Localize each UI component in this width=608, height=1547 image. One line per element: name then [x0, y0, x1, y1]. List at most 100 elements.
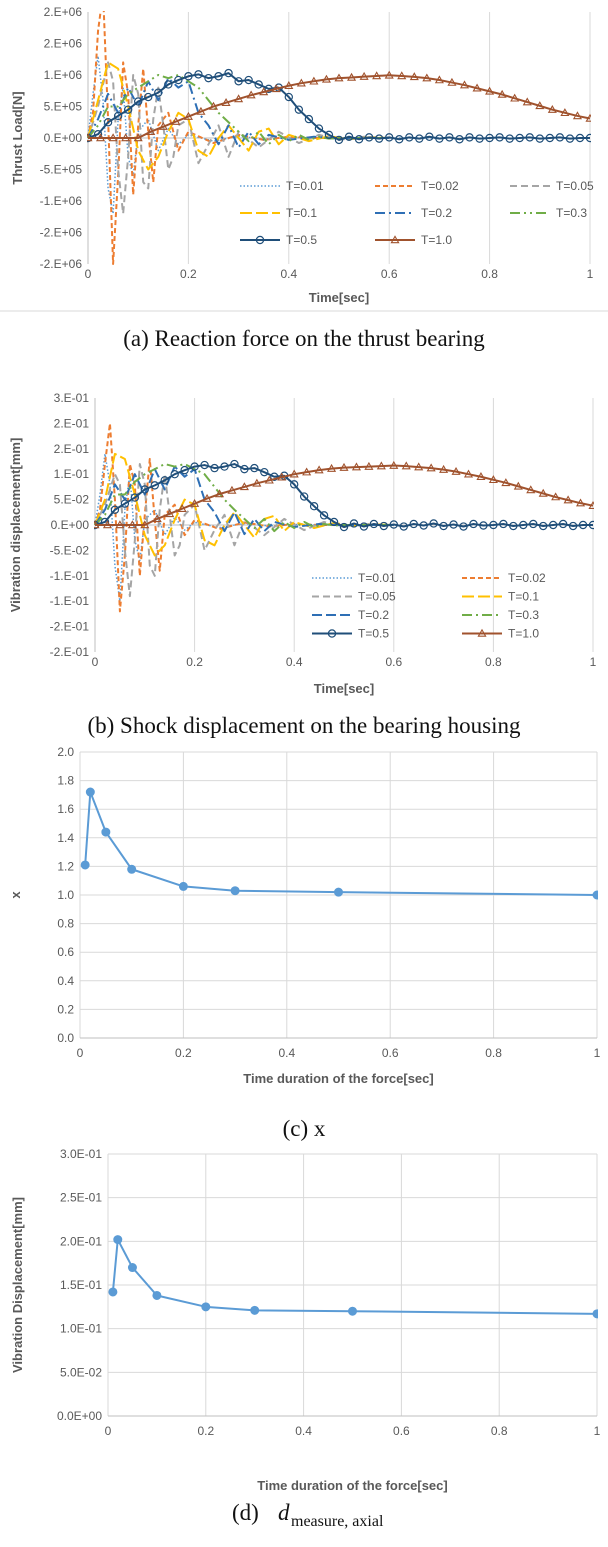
data-point	[405, 133, 414, 142]
data-point	[548, 520, 558, 530]
data-point	[208, 101, 219, 110]
data-point	[558, 519, 568, 529]
x-tick-label: 0	[105, 1424, 112, 1438]
data-point	[451, 466, 461, 475]
x-tick-label: 0.4	[278, 1046, 295, 1060]
legend-marker	[390, 235, 400, 244]
data-point	[180, 465, 189, 475]
series-line	[94, 463, 394, 533]
data-point	[578, 520, 588, 530]
x-tick-label: 0.2	[186, 655, 203, 669]
x-tick-label: 0	[92, 655, 99, 669]
data-point	[230, 886, 240, 896]
series-t-0-05	[87, 61, 390, 215]
data-point	[321, 74, 331, 83]
data-point	[140, 485, 149, 494]
data-point	[364, 133, 374, 142]
x-tick-label: 1	[594, 1046, 601, 1060]
data-point	[309, 76, 319, 85]
y-tick-label: 1.2	[57, 859, 74, 873]
data-point	[200, 460, 209, 470]
data-point	[485, 86, 495, 95]
data-point	[309, 502, 319, 511]
data-point	[80, 860, 90, 870]
data-point	[289, 469, 299, 478]
y-tick-label: 0.E+00	[44, 131, 83, 145]
data-point	[290, 480, 299, 489]
y-tick-label: -1.E+06	[40, 194, 83, 208]
legend-label: T=0.05	[556, 179, 594, 193]
caption-d-prefix: (d)	[232, 1500, 259, 1525]
data-point	[120, 499, 130, 508]
y-tick-label: 3.E-01	[54, 391, 90, 405]
y-tick-label: 0.0	[57, 1031, 74, 1045]
data-point	[485, 133, 494, 143]
data-point	[246, 90, 256, 99]
data-point	[372, 71, 382, 80]
data-point	[294, 105, 304, 114]
x-tick-label: 0.2	[180, 267, 197, 281]
x-axis-label: Time duration of the force[sec]	[243, 1071, 433, 1086]
data-point	[339, 522, 349, 532]
data-point	[133, 97, 143, 106]
data-point	[96, 133, 106, 142]
y-axis-label: x	[8, 891, 23, 899]
data-point	[94, 520, 100, 529]
data-point	[234, 94, 244, 103]
data-point	[505, 134, 514, 143]
data-point	[399, 522, 408, 531]
y-axis-label: Vibration Displacement[mm]	[10, 1197, 25, 1373]
data-point	[133, 133, 143, 142]
y-tick-label: 1.E-01	[54, 467, 90, 481]
chart-b-shock-displacement: 0 0.2 0.4 0.6 0.8 1 3.E-01 2.E-01 2.E-01 1.E-01 5.…	[8, 391, 597, 696]
data-point	[349, 519, 359, 528]
data-point	[585, 113, 591, 122]
data-point	[497, 89, 507, 98]
data-point	[87, 133, 93, 142]
legend-label: T=0.02	[421, 179, 459, 193]
data-point	[183, 111, 193, 120]
data-point	[472, 83, 482, 92]
series-line	[88, 74, 591, 139]
data-point	[348, 1306, 357, 1316]
data-point	[324, 130, 334, 140]
data-point	[123, 105, 133, 114]
data-point	[422, 73, 432, 82]
data-point	[479, 521, 488, 530]
series-line	[87, 11, 339, 265]
series-t-0-5	[94, 459, 594, 532]
data-point	[177, 504, 187, 512]
data-point	[327, 463, 337, 472]
data-point	[334, 73, 344, 82]
data-point	[447, 77, 457, 86]
data-point	[264, 475, 274, 484]
data-point	[296, 78, 306, 87]
data-point	[359, 71, 369, 80]
data-point	[227, 485, 237, 494]
y-tick-label: 2.E-01	[54, 442, 90, 456]
series-line	[94, 422, 344, 613]
data-point	[174, 75, 183, 85]
x-tick-label: 0.6	[381, 267, 398, 281]
data-point	[152, 1290, 162, 1300]
data-point	[214, 72, 223, 81]
x-tick-label: 0.6	[393, 1424, 410, 1438]
data-point	[395, 135, 404, 144]
data-point	[560, 108, 570, 117]
y-tick-label: 0.0E+00	[57, 1409, 102, 1423]
data-point	[501, 478, 511, 487]
data-point	[522, 97, 532, 106]
y-tick-label: 5.0E-02	[60, 1365, 102, 1379]
data-point	[254, 80, 263, 89]
y-tick-label: 2.5E-01	[60, 1191, 102, 1205]
data-point	[425, 132, 434, 141]
data-point	[459, 80, 470, 89]
data-point	[127, 520, 137, 529]
data-point	[214, 489, 225, 498]
x-tick-label: 0.2	[197, 1424, 214, 1438]
data-point	[127, 1263, 137, 1273]
caption-d: (d) d measure, axial	[232, 1500, 384, 1530]
data-point	[354, 135, 364, 144]
data-point	[592, 1309, 598, 1319]
data-point	[284, 81, 294, 89]
